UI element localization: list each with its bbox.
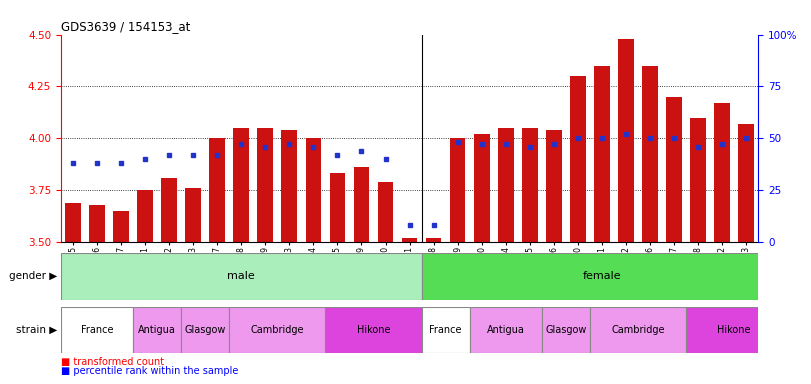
Bar (590, 307, 686, 353)
Bar (133, 307, 181, 353)
Bar (181, 307, 230, 353)
Bar (642, 66, 658, 242)
Bar (522, 128, 538, 242)
Text: male: male (227, 271, 255, 281)
Bar (450, 138, 466, 242)
Bar (618, 39, 634, 242)
Bar (690, 118, 706, 242)
Bar (594, 66, 610, 242)
Bar (325, 307, 422, 353)
Bar (185, 188, 201, 242)
Bar (570, 76, 586, 242)
Text: female: female (582, 271, 621, 281)
Bar (474, 134, 490, 242)
Bar (354, 167, 369, 242)
Text: GDS3639 / 154153_at: GDS3639 / 154153_at (61, 20, 191, 33)
Text: Cambridge: Cambridge (611, 325, 665, 335)
Bar (137, 190, 152, 242)
Bar (470, 307, 542, 353)
Bar (89, 205, 105, 242)
Text: Glasgow: Glasgow (545, 325, 586, 335)
Bar (422, 253, 783, 300)
Bar (329, 174, 345, 242)
Bar (61, 253, 422, 300)
Bar (114, 211, 129, 242)
Bar (281, 130, 297, 242)
Text: Glasgow: Glasgow (184, 325, 225, 335)
Text: Antigua: Antigua (138, 325, 176, 335)
Bar (378, 182, 393, 242)
Text: Antigua: Antigua (487, 325, 525, 335)
Text: France: France (429, 325, 462, 335)
Bar (714, 103, 730, 242)
Bar (234, 128, 249, 242)
Bar (542, 307, 590, 353)
Bar (257, 128, 273, 242)
Bar (686, 307, 783, 353)
Bar (739, 124, 754, 242)
Bar (546, 130, 562, 242)
Text: France: France (80, 325, 114, 335)
Bar (65, 202, 80, 242)
Bar (401, 238, 418, 242)
Text: ■ percentile rank within the sample: ■ percentile rank within the sample (61, 366, 238, 376)
Bar (422, 307, 470, 353)
Text: Cambridge: Cambridge (251, 325, 304, 335)
Bar (230, 307, 325, 353)
Text: Hikone: Hikone (718, 325, 751, 335)
Text: ■ transformed count: ■ transformed count (61, 357, 164, 367)
Text: Hikone: Hikone (357, 325, 390, 335)
Bar (426, 238, 441, 242)
Bar (161, 178, 177, 242)
Text: gender ▶: gender ▶ (9, 271, 57, 281)
Bar (498, 128, 513, 242)
Text: strain ▶: strain ▶ (15, 325, 57, 335)
Bar (209, 138, 225, 242)
Bar (667, 97, 682, 242)
Bar (306, 138, 321, 242)
Bar (61, 307, 133, 353)
